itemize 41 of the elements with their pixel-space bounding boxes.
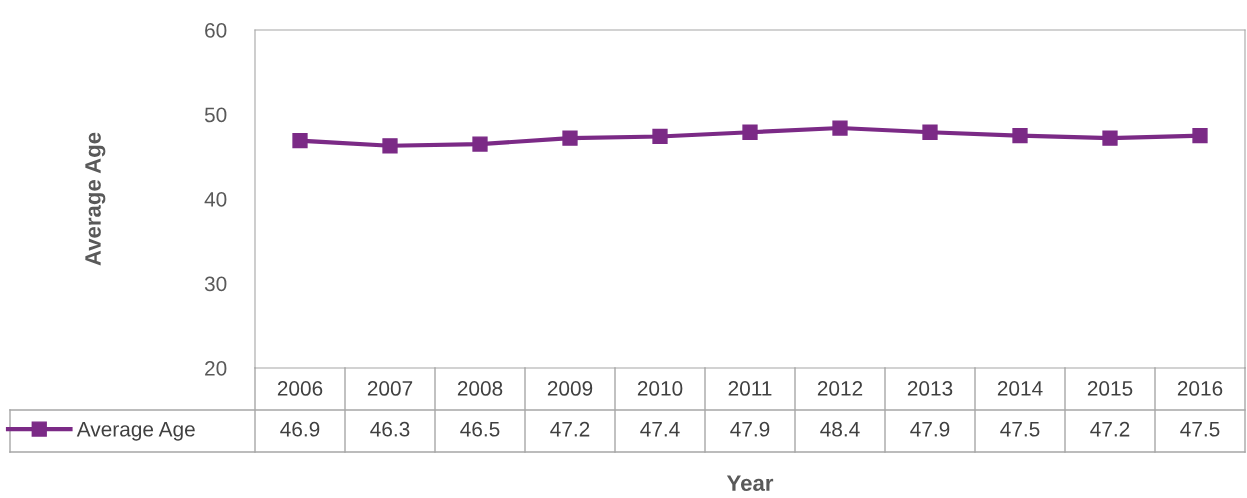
data-label: 47.5 xyxy=(1000,422,1040,437)
data-label: 47.2 xyxy=(550,421,590,437)
data-label: 47.4 xyxy=(640,422,680,437)
point xyxy=(382,138,398,154)
x-tick-label: 2015 xyxy=(1087,381,1133,396)
x-tick-label: 2013 xyxy=(907,381,953,396)
point xyxy=(1102,130,1118,146)
x-tick-label: 2008 xyxy=(457,381,503,396)
point xyxy=(922,124,938,140)
point xyxy=(472,136,488,152)
y-tick-label: 40 xyxy=(204,192,227,207)
x-tick-label: 2007 xyxy=(367,381,413,396)
point xyxy=(832,120,848,136)
point xyxy=(742,124,758,140)
data-label: 47.9 xyxy=(910,421,950,437)
data-label: 47.5 xyxy=(1180,422,1220,437)
y-axis-title: Average Age xyxy=(85,132,106,266)
data-label: 47.9 xyxy=(730,421,770,437)
point xyxy=(292,133,308,149)
point xyxy=(562,130,578,146)
x-tick-label: 2006 xyxy=(277,381,323,396)
x-tick-label: 2010 xyxy=(637,381,683,396)
y-tick-label: 30 xyxy=(204,276,227,292)
x-tick-label: 2012 xyxy=(817,381,863,396)
legend-label: Average Age xyxy=(76,422,195,441)
data-label: 47.2 xyxy=(1090,421,1130,437)
x-tick-label: 2011 xyxy=(728,381,772,396)
data-label: 46.9 xyxy=(280,421,320,437)
x-axis-title: Year xyxy=(726,475,774,491)
x-tick-label: 2016 xyxy=(1177,381,1223,396)
data-label: 48.4 xyxy=(820,421,860,437)
x-tick-label: 2014 xyxy=(997,381,1043,396)
data-label: 46.5 xyxy=(460,421,500,437)
point xyxy=(652,128,668,145)
y-tick-label: 20 xyxy=(205,361,227,376)
x-tick-label: 2009 xyxy=(547,381,593,396)
data-label: 46.3 xyxy=(370,421,410,437)
point xyxy=(1012,127,1028,144)
y-tick-label: 60 xyxy=(205,23,227,38)
y-tick-label: 50 xyxy=(204,107,227,123)
point xyxy=(1192,127,1208,144)
